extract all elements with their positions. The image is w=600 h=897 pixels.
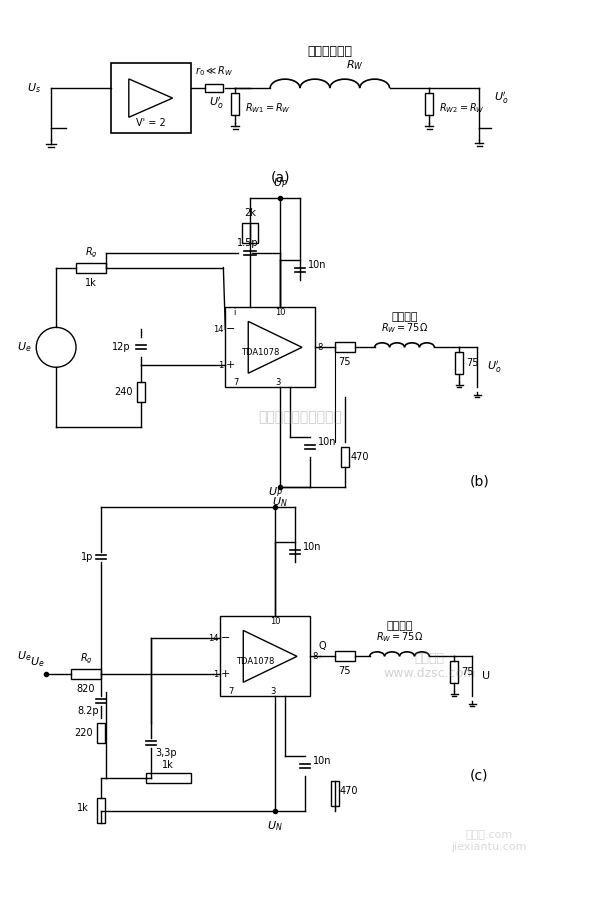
Text: Q: Q (318, 641, 326, 651)
Text: $R_W$: $R_W$ (346, 58, 364, 72)
Text: $U_s$: $U_s$ (27, 82, 41, 95)
Bar (335, 343, 355, 353)
Text: 7: 7 (233, 378, 239, 387)
Text: 10: 10 (270, 617, 281, 626)
Text: 1k: 1k (77, 803, 89, 813)
Text: $U_o'$: $U_o'$ (487, 360, 502, 375)
Text: 1k: 1k (162, 760, 173, 770)
Bar (97, 723, 105, 743)
Bar (232, 93, 239, 115)
Bar (226, 308, 315, 388)
Text: $U_e$: $U_e$ (17, 341, 31, 354)
Text: 7: 7 (229, 687, 234, 696)
Polygon shape (129, 79, 173, 118)
Text: $U_P$: $U_P$ (272, 176, 287, 190)
Text: 1: 1 (218, 361, 223, 370)
Text: 12p: 12p (112, 343, 131, 353)
Text: 10n: 10n (313, 756, 331, 766)
Bar (71, 669, 101, 679)
Polygon shape (248, 321, 302, 373)
Text: 3: 3 (275, 378, 280, 387)
Text: 8: 8 (317, 343, 322, 352)
Text: +: + (226, 361, 235, 370)
Text: 8.2p: 8.2p (77, 706, 99, 716)
Bar (455, 353, 463, 374)
Text: $r_0 \ll R_W$: $r_0 \ll R_W$ (195, 65, 233, 78)
Text: V' = 2: V' = 2 (136, 118, 166, 127)
Text: 470: 470 (351, 452, 369, 462)
Circle shape (36, 327, 76, 367)
Text: $U_e$: $U_e$ (29, 656, 44, 669)
Text: 1k: 1k (85, 277, 97, 288)
Text: $R_g$: $R_g$ (85, 245, 97, 259)
Text: 1.5p: 1.5p (238, 238, 259, 248)
Text: 75: 75 (461, 667, 474, 677)
Text: i: i (233, 308, 236, 317)
Text: 接线图.com
jiexiantu.com: 接线图.com jiexiantu.com (451, 830, 527, 851)
Text: $R_{W2} = R_W$: $R_{W2} = R_W$ (439, 101, 485, 115)
Text: 3: 3 (270, 687, 275, 696)
Text: $U_N$: $U_N$ (272, 495, 288, 509)
Bar (341, 447, 349, 467)
Text: −: − (226, 325, 235, 335)
Text: U: U (482, 671, 490, 682)
Text: 同轴导线: 同轴导线 (386, 622, 413, 631)
Text: 8: 8 (312, 652, 317, 661)
Bar (242, 222, 258, 243)
Bar (97, 798, 105, 823)
Text: 75: 75 (466, 358, 479, 369)
Bar (205, 84, 223, 92)
Text: (a): (a) (271, 170, 290, 185)
Text: $U_o'$: $U_o'$ (209, 95, 223, 111)
Text: 同轴导线波阻: 同轴导线波阻 (307, 45, 352, 58)
Text: (c): (c) (470, 769, 488, 783)
Text: 维库一下
www.dzsc.com: 维库一下 www.dzsc.com (383, 652, 476, 680)
Bar (425, 93, 433, 115)
Text: 75: 75 (338, 666, 351, 676)
Bar (220, 616, 310, 696)
Text: 14: 14 (213, 325, 223, 334)
Text: $R_W = 75\Omega$: $R_W = 75\Omega$ (376, 631, 423, 644)
Text: 14: 14 (208, 634, 218, 643)
Text: TDA1078: TDA1078 (236, 657, 274, 666)
Text: 同轴导线: 同轴导线 (391, 312, 418, 322)
Bar (335, 651, 355, 661)
Text: 1p: 1p (80, 552, 93, 562)
Bar (451, 661, 458, 684)
Bar (111, 63, 191, 133)
Bar (76, 263, 106, 273)
Text: TDA1078: TDA1078 (241, 348, 280, 357)
Text: 10n: 10n (318, 437, 337, 447)
Text: 220: 220 (74, 728, 93, 738)
Text: $U_e$: $U_e$ (17, 649, 31, 663)
Text: 杭州蒋睿科技有限公司: 杭州蒋睿科技有限公司 (258, 410, 342, 424)
Text: (b): (b) (469, 475, 489, 489)
Text: $R_{W1} = R_W$: $R_{W1} = R_W$ (245, 101, 291, 115)
Bar (146, 773, 191, 783)
Bar (137, 382, 145, 402)
Text: 10: 10 (275, 308, 286, 317)
Polygon shape (243, 631, 297, 683)
Text: −: − (221, 633, 230, 643)
Text: $U_N$: $U_N$ (267, 819, 283, 832)
Text: 10n: 10n (303, 542, 322, 552)
Text: 2k: 2k (244, 208, 256, 218)
Text: $R_g$: $R_g$ (80, 652, 92, 666)
Text: 1: 1 (213, 670, 218, 679)
Bar (331, 781, 339, 806)
Text: $R_W = 75\Omega$: $R_W = 75\Omega$ (381, 321, 428, 335)
Text: $U_o'$: $U_o'$ (494, 90, 509, 106)
Text: 820: 820 (77, 684, 95, 694)
Text: 240: 240 (114, 388, 133, 397)
Text: 10n: 10n (308, 259, 326, 270)
Text: 75: 75 (338, 357, 351, 367)
Text: 3,3p: 3,3p (155, 748, 177, 758)
Text: +: + (221, 669, 230, 679)
Text: 470: 470 (340, 786, 358, 796)
Text: $U_P$: $U_P$ (268, 485, 283, 499)
